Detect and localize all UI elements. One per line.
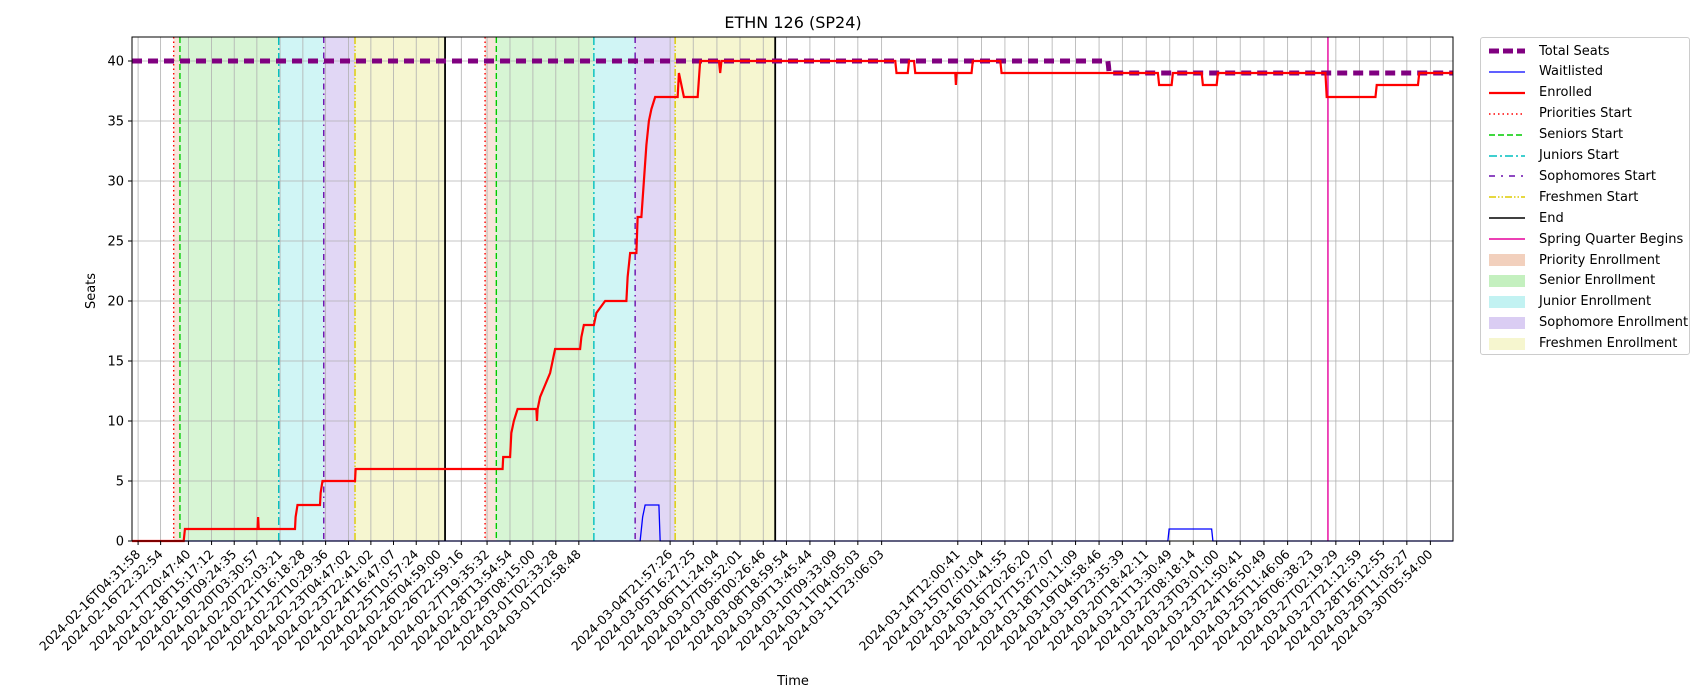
legend-item-priority-enrollment: Priority Enrollment <box>1489 250 1660 270</box>
legend-item-sophomores-start: Sophomores Start <box>1489 166 1656 186</box>
legend-item-waitlisted: Waitlisted <box>1489 62 1603 82</box>
legend-label: End <box>1539 210 1564 226</box>
junior-enrollment-band <box>593 37 636 541</box>
x-axis-label: Time <box>776 674 809 689</box>
legend-label: Total Seats <box>1539 43 1610 59</box>
priority-enrollment-band <box>173 37 180 541</box>
senior-enrollment-band <box>496 37 594 541</box>
y-tick-label: 0 <box>116 535 124 550</box>
legend-label: Junior Enrollment <box>1539 294 1652 310</box>
freshmen-enrollment-band <box>675 37 776 541</box>
legend-swatch <box>1489 316 1525 329</box>
legend-label: Senior Enrollment <box>1539 273 1656 289</box>
legend-key-total-seats <box>1489 48 1525 54</box>
legend-item-end: End <box>1489 208 1564 228</box>
enrolled-series <box>132 59 1453 543</box>
legend-key-sophomores-start <box>1489 175 1525 178</box>
legend-label: Freshmen Enrollment <box>1539 336 1678 352</box>
y-tick-label: 40 <box>107 55 124 70</box>
junior-enrollment-band <box>278 37 324 541</box>
legend-key-enrolled <box>1489 91 1525 94</box>
legend-item-total-seats: Total Seats <box>1489 41 1610 61</box>
legend-item-sophomore-enrollment: Sophomore Enrollment <box>1489 313 1688 333</box>
plot-area: 05101520253035402024-02-16T04:31:582024-… <box>36 36 1454 654</box>
legend-label: Spring Quarter Begins <box>1539 231 1684 247</box>
legend-key-junior-enrollment <box>1489 295 1525 308</box>
sophomore-enrollment-band <box>323 37 356 541</box>
legend-label: Juniors Start <box>1539 148 1619 163</box>
legend-key-spring-quarter-begins <box>1489 238 1525 240</box>
y-tick-label: 20 <box>107 295 124 310</box>
y-tick-label: 10 <box>107 415 124 430</box>
legend-swatch <box>1489 337 1525 350</box>
legend-key-priority-enrollment <box>1489 254 1525 266</box>
legend-label: Enrolled <box>1539 85 1592 101</box>
chart-title: ETHN 126 (SP24) <box>724 13 861 32</box>
legend-label: Sophomores Start <box>1539 168 1656 184</box>
plot-frame <box>131 36 1454 542</box>
y-tick-label: 15 <box>107 355 124 370</box>
legend-item-senior-enrollment: Senior Enrollment <box>1489 271 1655 291</box>
y-tick-label: 25 <box>107 235 124 250</box>
legend-label: Priority Enrollment <box>1539 252 1661 268</box>
legend-key-seniors-start <box>1489 133 1525 136</box>
y-tick-label: 5 <box>116 475 124 490</box>
legend-swatch <box>1489 254 1525 266</box>
y-axis-label: Seats <box>84 273 99 309</box>
legend-label: Waitlisted <box>1539 64 1604 80</box>
legend-key-freshmen-start <box>1489 196 1525 198</box>
legend-swatch <box>1489 274 1525 287</box>
legend-item-freshmen-start: Freshmen Start <box>1489 187 1638 207</box>
y-tick-label: 30 <box>107 175 124 190</box>
legend-key-priorities-start <box>1489 112 1525 115</box>
legend-label: Priorities Start <box>1539 106 1632 122</box>
senior-enrollment-band <box>179 37 279 541</box>
chart-legend: Total Seats Waitlisted Enrolled Priorities … <box>1480 37 1690 355</box>
legend-key-sophomore-enrollment <box>1489 316 1525 329</box>
freshmen-enrollment-band <box>355 37 446 541</box>
legend-item-enrolled: Enrolled <box>1489 83 1592 103</box>
legend-key-waitlisted <box>1489 71 1525 73</box>
legend-key-end <box>1489 217 1525 219</box>
legend-key-senior-enrollment <box>1489 274 1525 287</box>
legend-key-juniors-start <box>1489 154 1525 157</box>
legend-label: Freshmen Start <box>1539 189 1639 205</box>
legend-item-spring-quarter-begins: Spring Quarter Begins <box>1489 229 1683 249</box>
legend-label: Seniors Start <box>1539 127 1624 143</box>
legend-item-juniors-start: Juniors Start <box>1489 146 1619 166</box>
y-tick-label: 35 <box>107 115 124 130</box>
legend-item-freshmen-enrollment: Freshmen Enrollment <box>1489 334 1677 354</box>
legend-item-priorities-start: Priorities Start <box>1489 104 1632 124</box>
legend-swatch <box>1489 295 1525 308</box>
priority-enrollment-band <box>485 37 497 541</box>
legend-item-junior-enrollment: Junior Enrollment <box>1489 292 1651 312</box>
legend-key-freshmen-enrollment <box>1489 337 1525 350</box>
sophomore-enrollment-band <box>635 37 676 541</box>
legend-label: Sophomore Enrollment <box>1539 315 1689 331</box>
legend-item-seniors-start: Seniors Start <box>1489 125 1623 145</box>
total-seats-series <box>132 58 1453 76</box>
